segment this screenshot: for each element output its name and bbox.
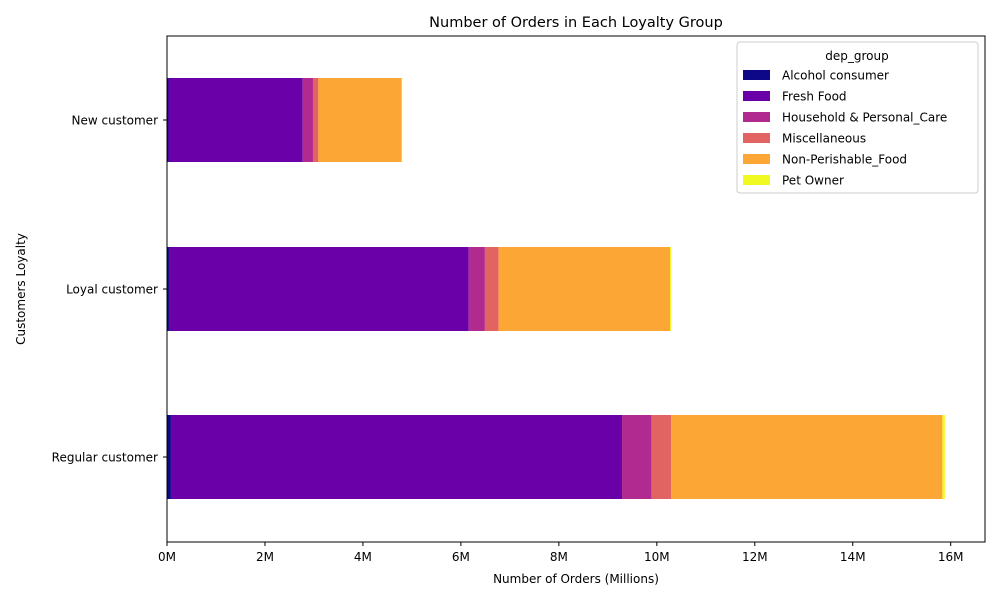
bar-loyal-customer-pet-owner (670, 247, 672, 331)
bar-loyal-customer-household-personal-care (468, 247, 485, 331)
legend-swatch-fresh-food (743, 91, 770, 101)
legend-label-non-perishable-food: Non-Perishable_Food (782, 153, 907, 167)
legend-label-household-personal-care: Household & Personal_Care (782, 111, 947, 125)
x-tick-label: 12M (742, 550, 768, 564)
x-tick-label: 6M (452, 550, 470, 564)
x-tick-label: 8M (550, 550, 568, 564)
bar-regular-customer-fresh-food (170, 415, 623, 499)
legend-swatch-alcohol-consumer (743, 70, 770, 80)
bar-new-customer-non-perishable-food (318, 78, 402, 162)
legend-label-fresh-food: Fresh Food (782, 90, 847, 104)
x-tick-label: 0M (158, 550, 176, 564)
x-tick-label: 14M (840, 550, 866, 564)
bars-layer (167, 78, 945, 499)
x-tick-label: 16M (938, 550, 964, 564)
legend-swatch-household-personal-care (743, 112, 770, 122)
bar-loyal-customer-fresh-food (168, 247, 469, 331)
legend-title: dep_group (825, 49, 888, 63)
bar-new-customer-miscellaneous (312, 78, 319, 162)
bar-regular-customer-non-perishable-food (671, 415, 943, 499)
bar-regular-customer-household-personal-care (622, 415, 652, 499)
legend-label-alcohol-consumer: Alcohol consumer (782, 69, 889, 83)
chart-title: Number of Orders in Each Loyalty Group (429, 15, 723, 31)
legend-box (736, 41, 979, 194)
bar-regular-customer-pet-owner (942, 415, 945, 499)
bar-new-customer-fresh-food (168, 78, 303, 162)
legend-swatch-pet-owner (743, 175, 770, 185)
bar-new-customer-household-personal-care (302, 78, 313, 162)
x-tick-label: 4M (354, 550, 372, 564)
bar-loyal-customer-non-perishable-food (498, 247, 671, 331)
y-tick-label-regular-customer: Regular customer (52, 451, 158, 465)
legend: dep_group Alcohol consumer Fresh Food Hous… (736, 41, 979, 194)
bar-regular-customer-miscellaneous (651, 415, 672, 499)
x-axis: 0M 2M 4M 6M 8M 10M 12M 14M 16M (158, 542, 964, 564)
y-tick-label-new-customer: New customer (72, 114, 159, 128)
y-axis-label: Customers Loyalty (14, 233, 28, 345)
legend-swatch-miscellaneous (743, 133, 770, 143)
legend-swatch-non-perishable-food (743, 154, 770, 164)
y-tick-label-loyal-customer: Loyal customer (66, 283, 158, 297)
bar-loyal-customer-miscellaneous (484, 247, 499, 331)
x-tick-label: 10M (644, 550, 670, 564)
y-axis: New customer Loyal customer Regular custom… (52, 114, 167, 465)
bar-loyal-customer-alcohol-consumer (167, 247, 169, 331)
x-axis-label: Number of Orders (Millions) (493, 572, 659, 586)
legend-label-miscellaneous: Miscellaneous (782, 132, 866, 146)
legend-label-pet-owner: Pet Owner (782, 174, 844, 188)
bar-regular-customer-alcohol-consumer (167, 415, 171, 499)
bar-new-customer-alcohol-consumer (167, 78, 169, 162)
x-tick-label: 2M (256, 550, 274, 564)
